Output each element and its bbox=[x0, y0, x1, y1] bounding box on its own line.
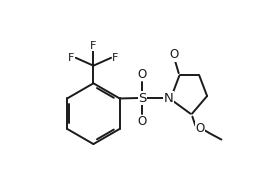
Text: O: O bbox=[169, 48, 178, 61]
Text: F: F bbox=[68, 53, 75, 63]
Text: F: F bbox=[90, 41, 97, 51]
Text: O: O bbox=[138, 68, 147, 81]
Text: O: O bbox=[138, 115, 147, 128]
Text: S: S bbox=[138, 92, 147, 104]
Text: F: F bbox=[112, 53, 119, 63]
Text: O: O bbox=[195, 122, 204, 135]
Text: N: N bbox=[164, 92, 174, 104]
